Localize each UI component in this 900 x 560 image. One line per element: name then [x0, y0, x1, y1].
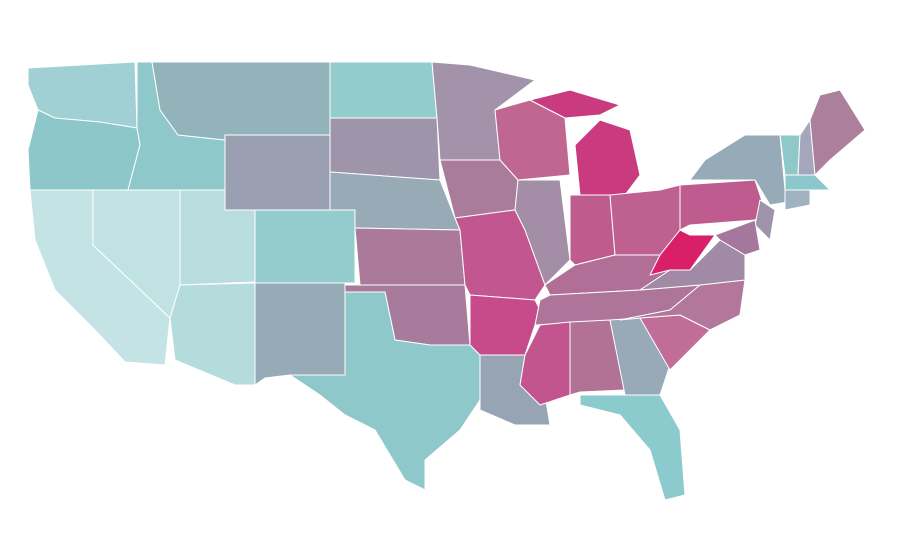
state-region: [529, 89, 621, 119]
state-region: [784, 174, 831, 191]
state-region: [569, 194, 616, 266]
state-region: [151, 61, 331, 141]
state-region: [224, 134, 331, 211]
state-region: [579, 394, 686, 501]
state-region: [329, 61, 438, 119]
state-region: [569, 319, 626, 396]
state-region: [754, 199, 776, 241]
state-region: [784, 189, 811, 211]
state-region: [254, 282, 346, 386]
state-region: [714, 219, 761, 256]
state-region: [254, 209, 356, 284]
state-region: [649, 229, 716, 276]
state-region: [289, 291, 481, 491]
state-region: [329, 117, 441, 181]
state-region: [354, 227, 466, 286]
